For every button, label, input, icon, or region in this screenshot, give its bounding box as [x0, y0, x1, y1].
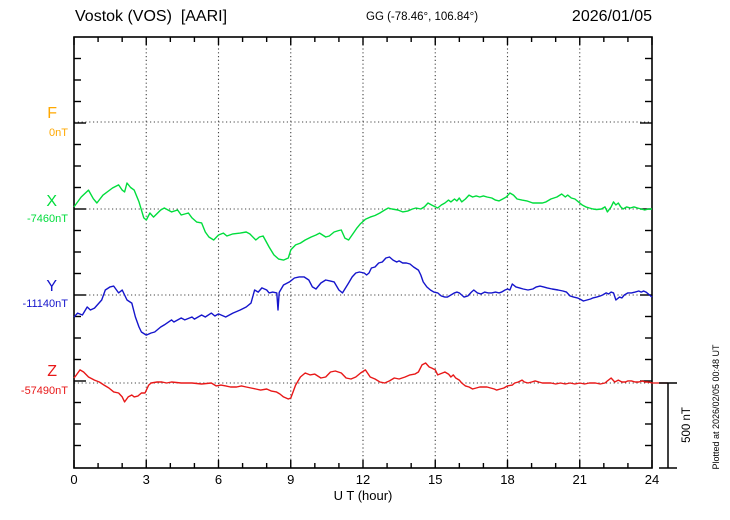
x-tick-label: 21: [572, 472, 587, 487]
x-tick-label: 18: [500, 472, 515, 487]
x-tick-label: 9: [287, 472, 295, 487]
x-tick-label: 6: [214, 472, 223, 487]
x-tick-label: 15: [428, 472, 443, 487]
station-title: Vostok (VOS) [AARI]: [75, 8, 228, 25]
component-baseline-value-y: -11140nT: [22, 298, 68, 310]
component-baseline-value-x: -7460nT: [27, 213, 68, 225]
scale-bar-label: 500 nT: [681, 407, 693, 443]
component-label-x: X: [46, 193, 57, 210]
component-baseline-value-f: 0nT: [49, 127, 68, 139]
component-baseline-value-z: -57490nT: [20, 385, 68, 397]
trace-z: [73, 362, 653, 403]
plotted-at-note: Plotted at 2026/02/05 00:48 UT: [711, 344, 721, 470]
x-tick-label: 12: [355, 472, 371, 487]
x-axis-title: U T (hour): [333, 488, 393, 503]
x-tick-label: 24: [644, 472, 660, 487]
x-tick-label: 3: [142, 472, 150, 487]
plot-frame: [73, 36, 653, 469]
plot-date: 2026/01/05: [571, 8, 652, 25]
component-label-z: Z: [47, 363, 57, 380]
geographic-coordinates: GG (-78.46°, 106.84°): [366, 11, 479, 23]
x-tick-label: 0: [70, 472, 78, 487]
trace-y: [73, 256, 653, 336]
component-label-y: Y: [46, 278, 57, 295]
trace-x: [73, 182, 652, 261]
component-label-f: F: [47, 105, 57, 122]
